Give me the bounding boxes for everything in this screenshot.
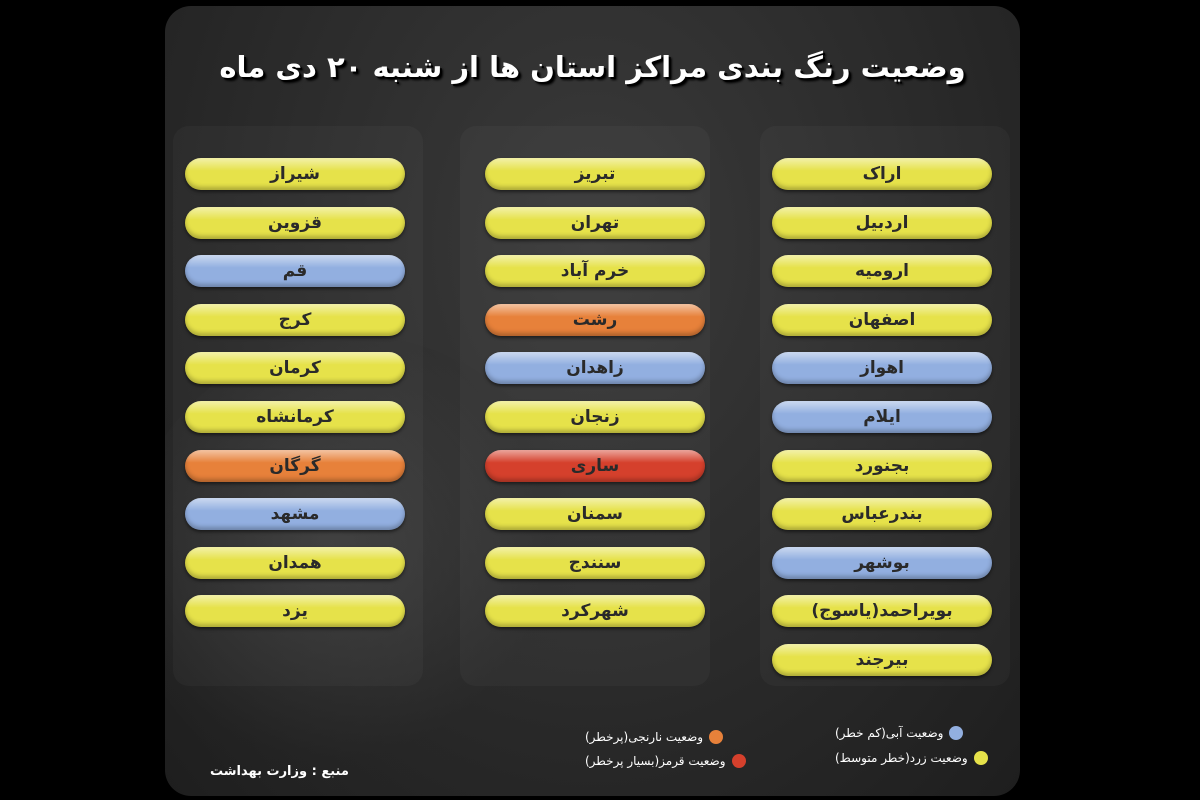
- province-pill: سنندج: [485, 546, 705, 579]
- legend-label: وضعیت قرمز(بسیار پرخطر): [585, 754, 726, 768]
- province-pill: کرمانشاه: [185, 401, 405, 433]
- legend-label: وضعیت آبی(کم خطر): [835, 726, 944, 740]
- province-pill: همدان: [185, 546, 405, 579]
- province-pill: ارومیه: [772, 255, 992, 288]
- province-pill: گرگان: [185, 449, 405, 482]
- province-pill: اراک: [772, 158, 992, 190]
- province-pill: خرم آباد: [485, 255, 705, 288]
- province-pill: اصفهان: [772, 303, 992, 336]
- province-pill: شهرکرد: [485, 595, 705, 628]
- legend-orange: وضعیت نارنجی(پرخطر): [585, 730, 724, 744]
- province-pill: مشهد: [185, 498, 405, 531]
- province-pill: یزد: [185, 595, 405, 628]
- source-credit: منبع : وزارت بهداشت: [210, 764, 349, 779]
- province-pill: بوشهر: [772, 546, 992, 579]
- legend-blue: وضعیت آبی(کم خطر): [835, 726, 964, 740]
- orange-dot-icon: [709, 730, 724, 744]
- province-pill: رشت: [485, 303, 705, 336]
- province-pill: زاهدان: [485, 352, 705, 385]
- province-pill: زنجان: [485, 401, 705, 433]
- province-pill: بندرعباس: [772, 498, 992, 531]
- province-pill: قزوین: [185, 206, 405, 239]
- province-pill: بویراحمد(یاسوج): [772, 595, 992, 628]
- province-pill: سمنان: [485, 498, 705, 531]
- legend-label: وضعیت نارنجی(پرخطر): [585, 730, 704, 744]
- province-pill: ساری: [485, 449, 705, 482]
- province-pill: ایلام: [772, 401, 992, 433]
- province-pill: کرمان: [185, 352, 405, 385]
- blue-dot-icon: [949, 726, 964, 740]
- yellow-dot-icon: [973, 751, 988, 765]
- province-pill: اهواز: [772, 352, 992, 385]
- legend-yellow: وضعیت زرد(خطر متوسط): [835, 751, 988, 765]
- province-pill: تهران: [485, 206, 705, 239]
- province-pill: اردبیل: [772, 206, 992, 239]
- province-pill: کرج: [185, 303, 405, 336]
- province-pill: شیراز: [185, 158, 405, 190]
- legend-red: وضعیت قرمز(بسیار پرخطر): [585, 754, 746, 768]
- page-title: وضعیت رنگ بندی مراکز استان ها از شنبه ۲۰…: [219, 50, 966, 84]
- province-pill: قم: [185, 255, 405, 288]
- infographic-panel: وضعیت رنگ بندی مراکز استان ها از شنبه ۲۰…: [165, 6, 1020, 796]
- province-pill: بجنورد: [772, 449, 992, 482]
- province-pill: بیرجند: [772, 644, 992, 676]
- legend-label: وضعیت زرد(خطر متوسط): [835, 751, 968, 765]
- red-dot-icon: [731, 754, 746, 768]
- province-pill: تبریز: [485, 158, 705, 190]
